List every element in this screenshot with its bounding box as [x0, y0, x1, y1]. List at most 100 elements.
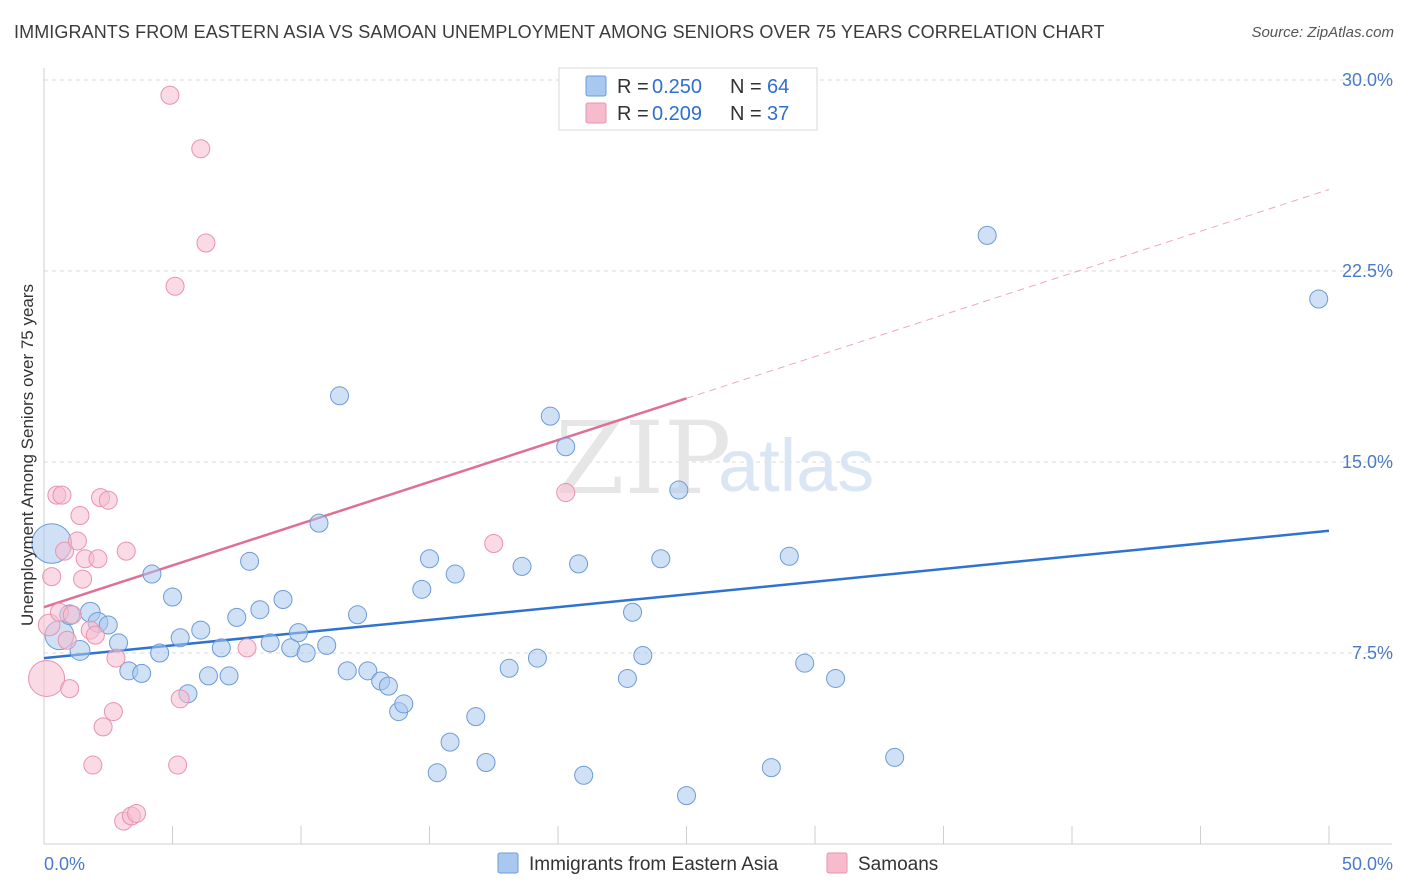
point-blue-13	[170, 628, 190, 648]
point-blue-26	[296, 643, 316, 663]
series-legend: Immigrants from Eastern Asia Samoans	[497, 852, 938, 875]
point-pink-23	[116, 541, 136, 561]
point-blue-28	[317, 635, 337, 655]
point-pink-19	[93, 717, 113, 737]
point-blue-60	[826, 668, 846, 688]
point-blue-15	[191, 620, 211, 640]
point-blue-43	[476, 753, 496, 773]
point-blue-55	[669, 480, 689, 500]
x-tick-label-0: 0.0%	[44, 854, 85, 874]
legend-n-value-blue: 64	[767, 76, 789, 98]
y-tick-labels: 7.5% 15.0% 22.5% 30.0%	[1342, 70, 1393, 663]
point-pink-17	[88, 549, 108, 569]
point-blue-53	[633, 646, 653, 666]
point-blue-22	[260, 633, 280, 653]
point-pink-12	[73, 569, 93, 589]
watermark: ZIP atlas	[555, 400, 874, 517]
point-pink-29	[168, 755, 188, 775]
point-blue-39	[427, 763, 447, 783]
trend-extension-pink	[686, 189, 1330, 399]
point-blue-45	[512, 556, 532, 576]
point-blue-56	[677, 786, 696, 806]
point-pink-7	[57, 630, 77, 650]
point-blue-19	[227, 607, 247, 627]
legend-n-label-pink: N =	[730, 103, 762, 125]
point-blue-17	[211, 638, 231, 658]
point-blue-10	[142, 564, 162, 584]
point-pink-27	[160, 85, 180, 105]
point-blue-50	[574, 765, 594, 785]
legend-r-label-pink: R =	[617, 103, 649, 125]
legend-n-value-pink: 37	[767, 103, 789, 125]
point-blue-11	[150, 643, 170, 663]
legend-swatch-immigrants	[497, 852, 519, 874]
point-pink-20	[98, 490, 118, 510]
point-pink-15	[83, 755, 103, 775]
point-pink-16	[85, 625, 105, 645]
point-pink-21	[103, 702, 123, 722]
point-pink-10	[67, 531, 87, 551]
point-blue-44	[499, 658, 519, 678]
point-pink-2	[42, 567, 62, 587]
point-blue-51	[617, 668, 637, 688]
point-blue-32	[358, 661, 378, 681]
x-tick-label-1: 50.0%	[1342, 854, 1393, 874]
point-pink-30	[170, 689, 190, 709]
point-blue-62	[977, 225, 997, 245]
point-blue-59	[795, 653, 815, 673]
point-blue-57	[761, 758, 781, 778]
point-blue-29	[330, 386, 350, 406]
point-blue-38	[420, 549, 439, 569]
point-blue-6	[98, 615, 118, 635]
point-pink-35	[556, 483, 576, 503]
point-pink-28	[165, 276, 185, 296]
point-pink-31	[191, 139, 211, 159]
point-blue-20	[240, 551, 260, 571]
point-blue-36	[394, 694, 414, 714]
point-blue-27	[309, 513, 329, 533]
watermark-atlas: atlas	[718, 424, 874, 507]
axes	[43, 68, 1392, 845]
point-pink-11	[70, 505, 90, 525]
point-blue-23	[273, 590, 293, 610]
source-note: Source: ZipAtlas.com	[1251, 24, 1394, 41]
point-blue-25	[288, 623, 308, 643]
stats-legend: R = 0.250 N = 64 R = 0.209 N = 37	[558, 67, 818, 131]
point-blue-16	[198, 666, 218, 686]
y-tick-label-0: 7.5%	[1352, 643, 1393, 663]
point-pink-22	[106, 648, 126, 668]
point-blue-49	[569, 554, 589, 574]
legend-n-label-blue: N =	[730, 76, 762, 98]
point-pink-26	[127, 803, 147, 823]
legend-swatch-samoans	[826, 852, 848, 874]
legend-swatch-pink	[585, 102, 607, 124]
point-pink-33	[237, 638, 257, 658]
legend-r-value-blue: 0.250	[652, 76, 702, 98]
point-blue-46	[527, 648, 547, 668]
point-pink-6	[55, 541, 75, 561]
point-blue-58	[779, 546, 799, 566]
y-axis-label: Unemployment Among Seniors over 75 years	[18, 284, 37, 626]
legend-label-immigrants: Immigrants from Eastern Asia	[529, 854, 779, 875]
point-blue-34	[378, 676, 398, 696]
point-pink-5	[52, 485, 72, 505]
point-blue-31	[348, 605, 368, 625]
point-pink-0	[28, 659, 66, 697]
point-blue-40	[440, 732, 460, 752]
point-blue-48	[556, 437, 576, 457]
point-blue-21	[250, 600, 270, 620]
point-blue-52	[623, 602, 643, 622]
y-tick-label-3: 30.0%	[1342, 70, 1393, 90]
watermark-zip: ZIP	[555, 400, 731, 517]
point-pink-34	[484, 533, 504, 553]
legend-r-value-pink: 0.209	[652, 103, 702, 125]
point-pink-8	[60, 679, 80, 699]
point-blue-12	[163, 587, 182, 607]
point-blue-30	[337, 661, 357, 681]
point-pink-9	[62, 605, 82, 625]
legend-r-label-blue: R =	[617, 76, 649, 98]
point-blue-63	[1309, 289, 1329, 309]
legend-label-samoans: Samoans	[858, 854, 938, 875]
point-blue-18	[219, 666, 239, 686]
